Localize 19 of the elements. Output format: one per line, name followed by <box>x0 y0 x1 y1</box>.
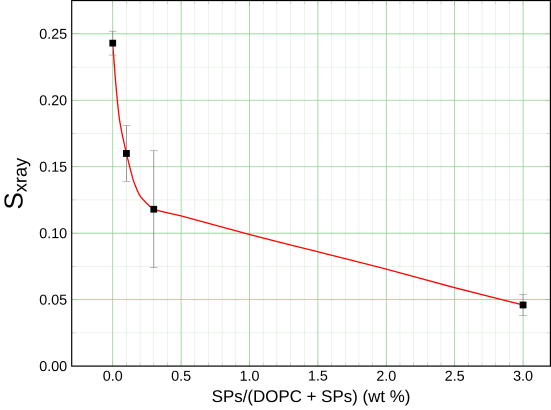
y-tick-label: 0.05 <box>40 294 66 305</box>
point <box>109 40 116 47</box>
x-tick-label: 3.0 <box>514 370 532 381</box>
x-tick-label: 1.5 <box>309 370 328 381</box>
point <box>520 302 526 308</box>
y-tick-label: 0.10 <box>40 228 67 238</box>
y-tick-label: 0.20 <box>40 95 67 106</box>
x-tick-label: 1.0 <box>240 370 259 381</box>
point <box>123 150 130 157</box>
x-tick-label: 0.5 <box>172 370 190 381</box>
y-axis-title: S$_{xray}$ <box>4 158 30 208</box>
point <box>150 206 158 213</box>
x-tick-label: 0.0 <box>103 370 122 381</box>
y-tick-label: 0.25 <box>40 28 66 39</box>
y-tick-label: 0.15 <box>40 162 66 172</box>
x-tick-label: 2.5 <box>445 370 464 381</box>
x-tick-label: 2.0 <box>377 370 396 381</box>
x-axis-title: SPs/(DOPC + SPs) (wt %) <box>212 390 410 406</box>
y-tick-label: 0.00 <box>40 361 67 372</box>
